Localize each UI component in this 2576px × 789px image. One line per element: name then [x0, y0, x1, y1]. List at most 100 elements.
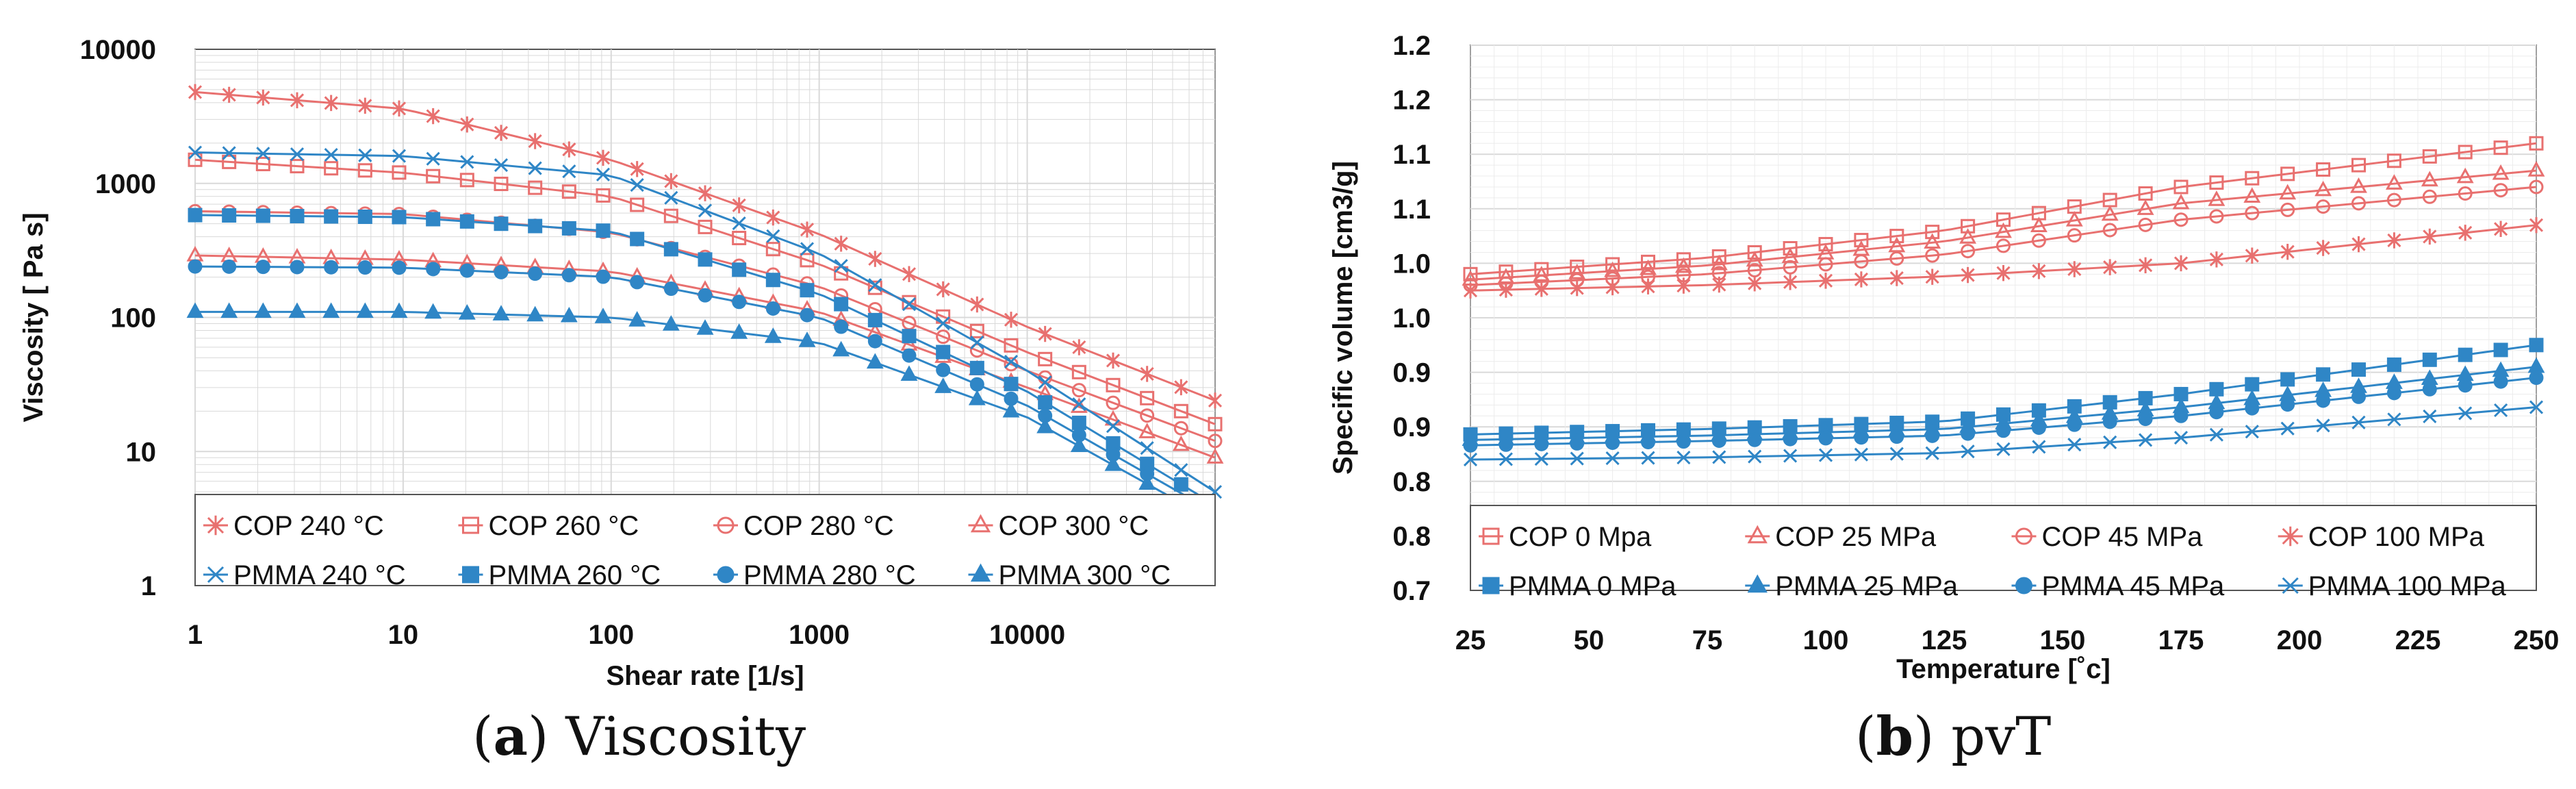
data-point — [1996, 423, 2011, 438]
data-point — [696, 319, 714, 335]
data-point — [2386, 386, 2401, 401]
data-point — [1783, 241, 1798, 256]
data-point — [2065, 211, 2083, 227]
data-point — [936, 281, 950, 298]
data-point — [2350, 177, 2367, 193]
data-point — [220, 302, 238, 318]
data-point — [970, 336, 984, 350]
data-point — [2208, 190, 2226, 206]
data-point — [1070, 436, 1088, 453]
legend-item: PMMA 45 MPa — [2011, 571, 2225, 601]
data-point — [290, 260, 305, 275]
y-tick-label: 1000 — [95, 169, 156, 199]
data-point — [1748, 275, 1762, 292]
data-point — [562, 141, 576, 158]
legend-marker — [462, 566, 479, 584]
legend-item: PMMA 240 °C — [203, 560, 406, 590]
data-point — [902, 329, 917, 344]
data-point — [1818, 273, 1833, 289]
data-point — [356, 302, 374, 318]
x-axis-title: Temperature [˚c] — [1896, 654, 2110, 684]
data-point — [426, 212, 441, 227]
data-point — [1174, 463, 1188, 477]
data-point — [2386, 153, 2401, 168]
data-point — [934, 377, 952, 393]
data-point — [698, 288, 713, 303]
series-cop-260-c — [188, 152, 1223, 431]
data-point — [2422, 352, 2437, 367]
data-point — [1818, 431, 1833, 446]
data-point — [2422, 149, 2437, 164]
x-tick-label: 10 — [388, 620, 419, 650]
series-group — [1462, 136, 2545, 467]
data-point — [2316, 162, 2331, 177]
data-point — [1038, 375, 1052, 390]
data-point — [868, 278, 882, 292]
data-point — [663, 242, 678, 257]
x-axis-title: Shear rate [1/s] — [606, 661, 804, 691]
data-point — [1641, 451, 1655, 465]
legend-label: COP 45 MPa — [2042, 522, 2204, 552]
data-point — [560, 306, 578, 323]
data-point — [1854, 254, 1869, 269]
legend-label: COP 240 °C — [233, 511, 384, 541]
legend-marker — [970, 514, 991, 533]
data-point — [832, 340, 850, 357]
y-tick-label: 1.0 — [1392, 303, 1431, 334]
y-axis-title: Viscosity [ Pa s] — [18, 212, 49, 422]
data-point — [188, 84, 203, 101]
data-point — [188, 259, 203, 274]
data-point — [1854, 233, 1869, 248]
data-point — [2280, 243, 2295, 260]
data-point — [358, 148, 372, 162]
data-point — [2067, 228, 2082, 243]
data-point — [322, 302, 340, 318]
legend-label: COP 300 °C — [999, 511, 1149, 541]
data-point — [1038, 351, 1053, 366]
x-tick-label: 125 — [1922, 625, 1967, 655]
data-point — [800, 308, 815, 323]
data-point — [1604, 261, 1622, 277]
legend-label: PMMA 25 MPa — [1775, 571, 1959, 601]
caption-b: (b) pvT — [1855, 705, 2052, 768]
data-point — [1206, 448, 1224, 464]
data-point — [494, 125, 509, 141]
data-point — [357, 260, 372, 275]
data-point — [255, 208, 270, 223]
legend-marker — [2015, 527, 2032, 545]
data-point — [494, 158, 509, 173]
data-point — [1783, 274, 1798, 290]
data-point — [596, 149, 611, 166]
data-point — [732, 295, 747, 310]
data-point — [2529, 371, 2544, 386]
x-tick-label: 250 — [2514, 625, 2560, 655]
data-point — [2421, 171, 2438, 187]
data-point — [2316, 418, 2330, 433]
series-cop-240-c — [188, 84, 1223, 409]
data-point — [1641, 434, 1655, 449]
data-point — [1605, 435, 1620, 450]
data-point — [256, 147, 270, 161]
data-point — [1004, 377, 1019, 392]
data-point — [1818, 448, 1833, 462]
data-point — [1499, 452, 1513, 466]
data-point — [662, 315, 680, 331]
data-point — [2492, 164, 2510, 180]
series-pmma-300-c — [186, 302, 1216, 523]
y-tick-label: 0.9 — [1392, 358, 1431, 388]
data-point — [2245, 205, 2260, 221]
data-point — [561, 184, 576, 199]
data-point — [1961, 244, 1976, 259]
data-point — [2173, 212, 2189, 227]
data-point — [561, 268, 576, 283]
chart-viscosity: COP 240 °C COP 260 °C COP 280 °C COP 300 °C… — [18, 35, 1224, 691]
data-point — [2138, 217, 2153, 232]
data-point — [1889, 229, 1904, 244]
data-point — [2458, 186, 2473, 201]
data-point — [1888, 236, 1906, 253]
data-point — [1002, 401, 1020, 418]
data-point — [2032, 263, 2046, 279]
y-tick-label: 10000 — [80, 35, 156, 65]
data-point — [1676, 277, 1691, 294]
data-point — [1854, 271, 1868, 288]
